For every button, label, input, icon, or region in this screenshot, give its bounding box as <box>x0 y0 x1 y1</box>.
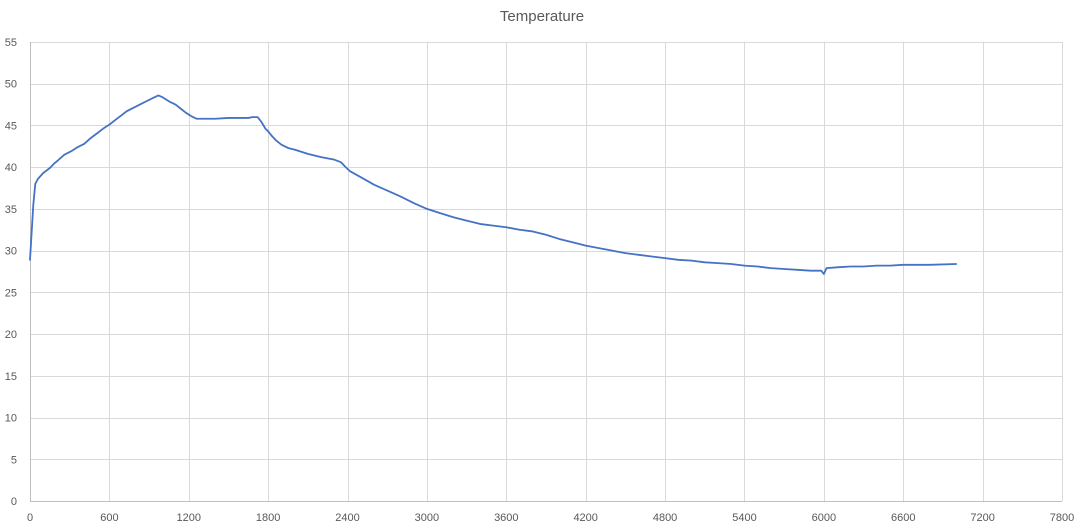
series-line-temperature <box>29 94 958 275</box>
y-tick-label: 50 <box>5 79 17 91</box>
x-tick-label: 4800 <box>653 512 677 524</box>
x-tick-label: 3000 <box>415 512 439 524</box>
y-tick-label: 35 <box>5 204 17 216</box>
x-tick-label: 3600 <box>494 512 518 524</box>
y-tick-label: 40 <box>5 162 17 174</box>
y-tick-labels: 0 5 10 15 20 25 30 35 40 45 50 55 <box>5 37 17 508</box>
series-layer <box>29 94 958 275</box>
gridlines <box>30 42 1063 501</box>
x-tick-label: 6600 <box>891 512 915 524</box>
y-tick-label: 25 <box>5 287 17 299</box>
x-tick-label: 6000 <box>812 512 836 524</box>
x-tick-label: 5400 <box>732 512 756 524</box>
y-tick-label: 45 <box>5 120 17 132</box>
y-tick-label: 30 <box>5 246 17 258</box>
chart-title: Temperature <box>500 8 584 25</box>
x-tick-label: 1200 <box>177 512 201 524</box>
x-tick-label: 0 <box>27 512 33 524</box>
x-tick-labels: 0 600 1200 1800 2400 3000 3600 4200 4800 5400 6000… <box>27 512 1074 524</box>
axes <box>30 42 1062 502</box>
y-tick-label: 20 <box>5 329 17 341</box>
x-tick-label: 600 <box>100 512 118 524</box>
x-tick-label: 2400 <box>335 512 359 524</box>
x-tick-label: 7800 <box>1050 512 1074 524</box>
y-tick-label: 55 <box>5 37 17 49</box>
y-tick-label: 15 <box>5 371 17 383</box>
y-tick-label: 5 <box>11 454 17 466</box>
x-tick-label: 1800 <box>256 512 280 524</box>
y-tick-label: 10 <box>5 413 17 425</box>
x-tick-label: 7200 <box>970 512 994 524</box>
x-tick-label: 4200 <box>573 512 597 524</box>
y-tick-label: 0 <box>11 496 17 508</box>
